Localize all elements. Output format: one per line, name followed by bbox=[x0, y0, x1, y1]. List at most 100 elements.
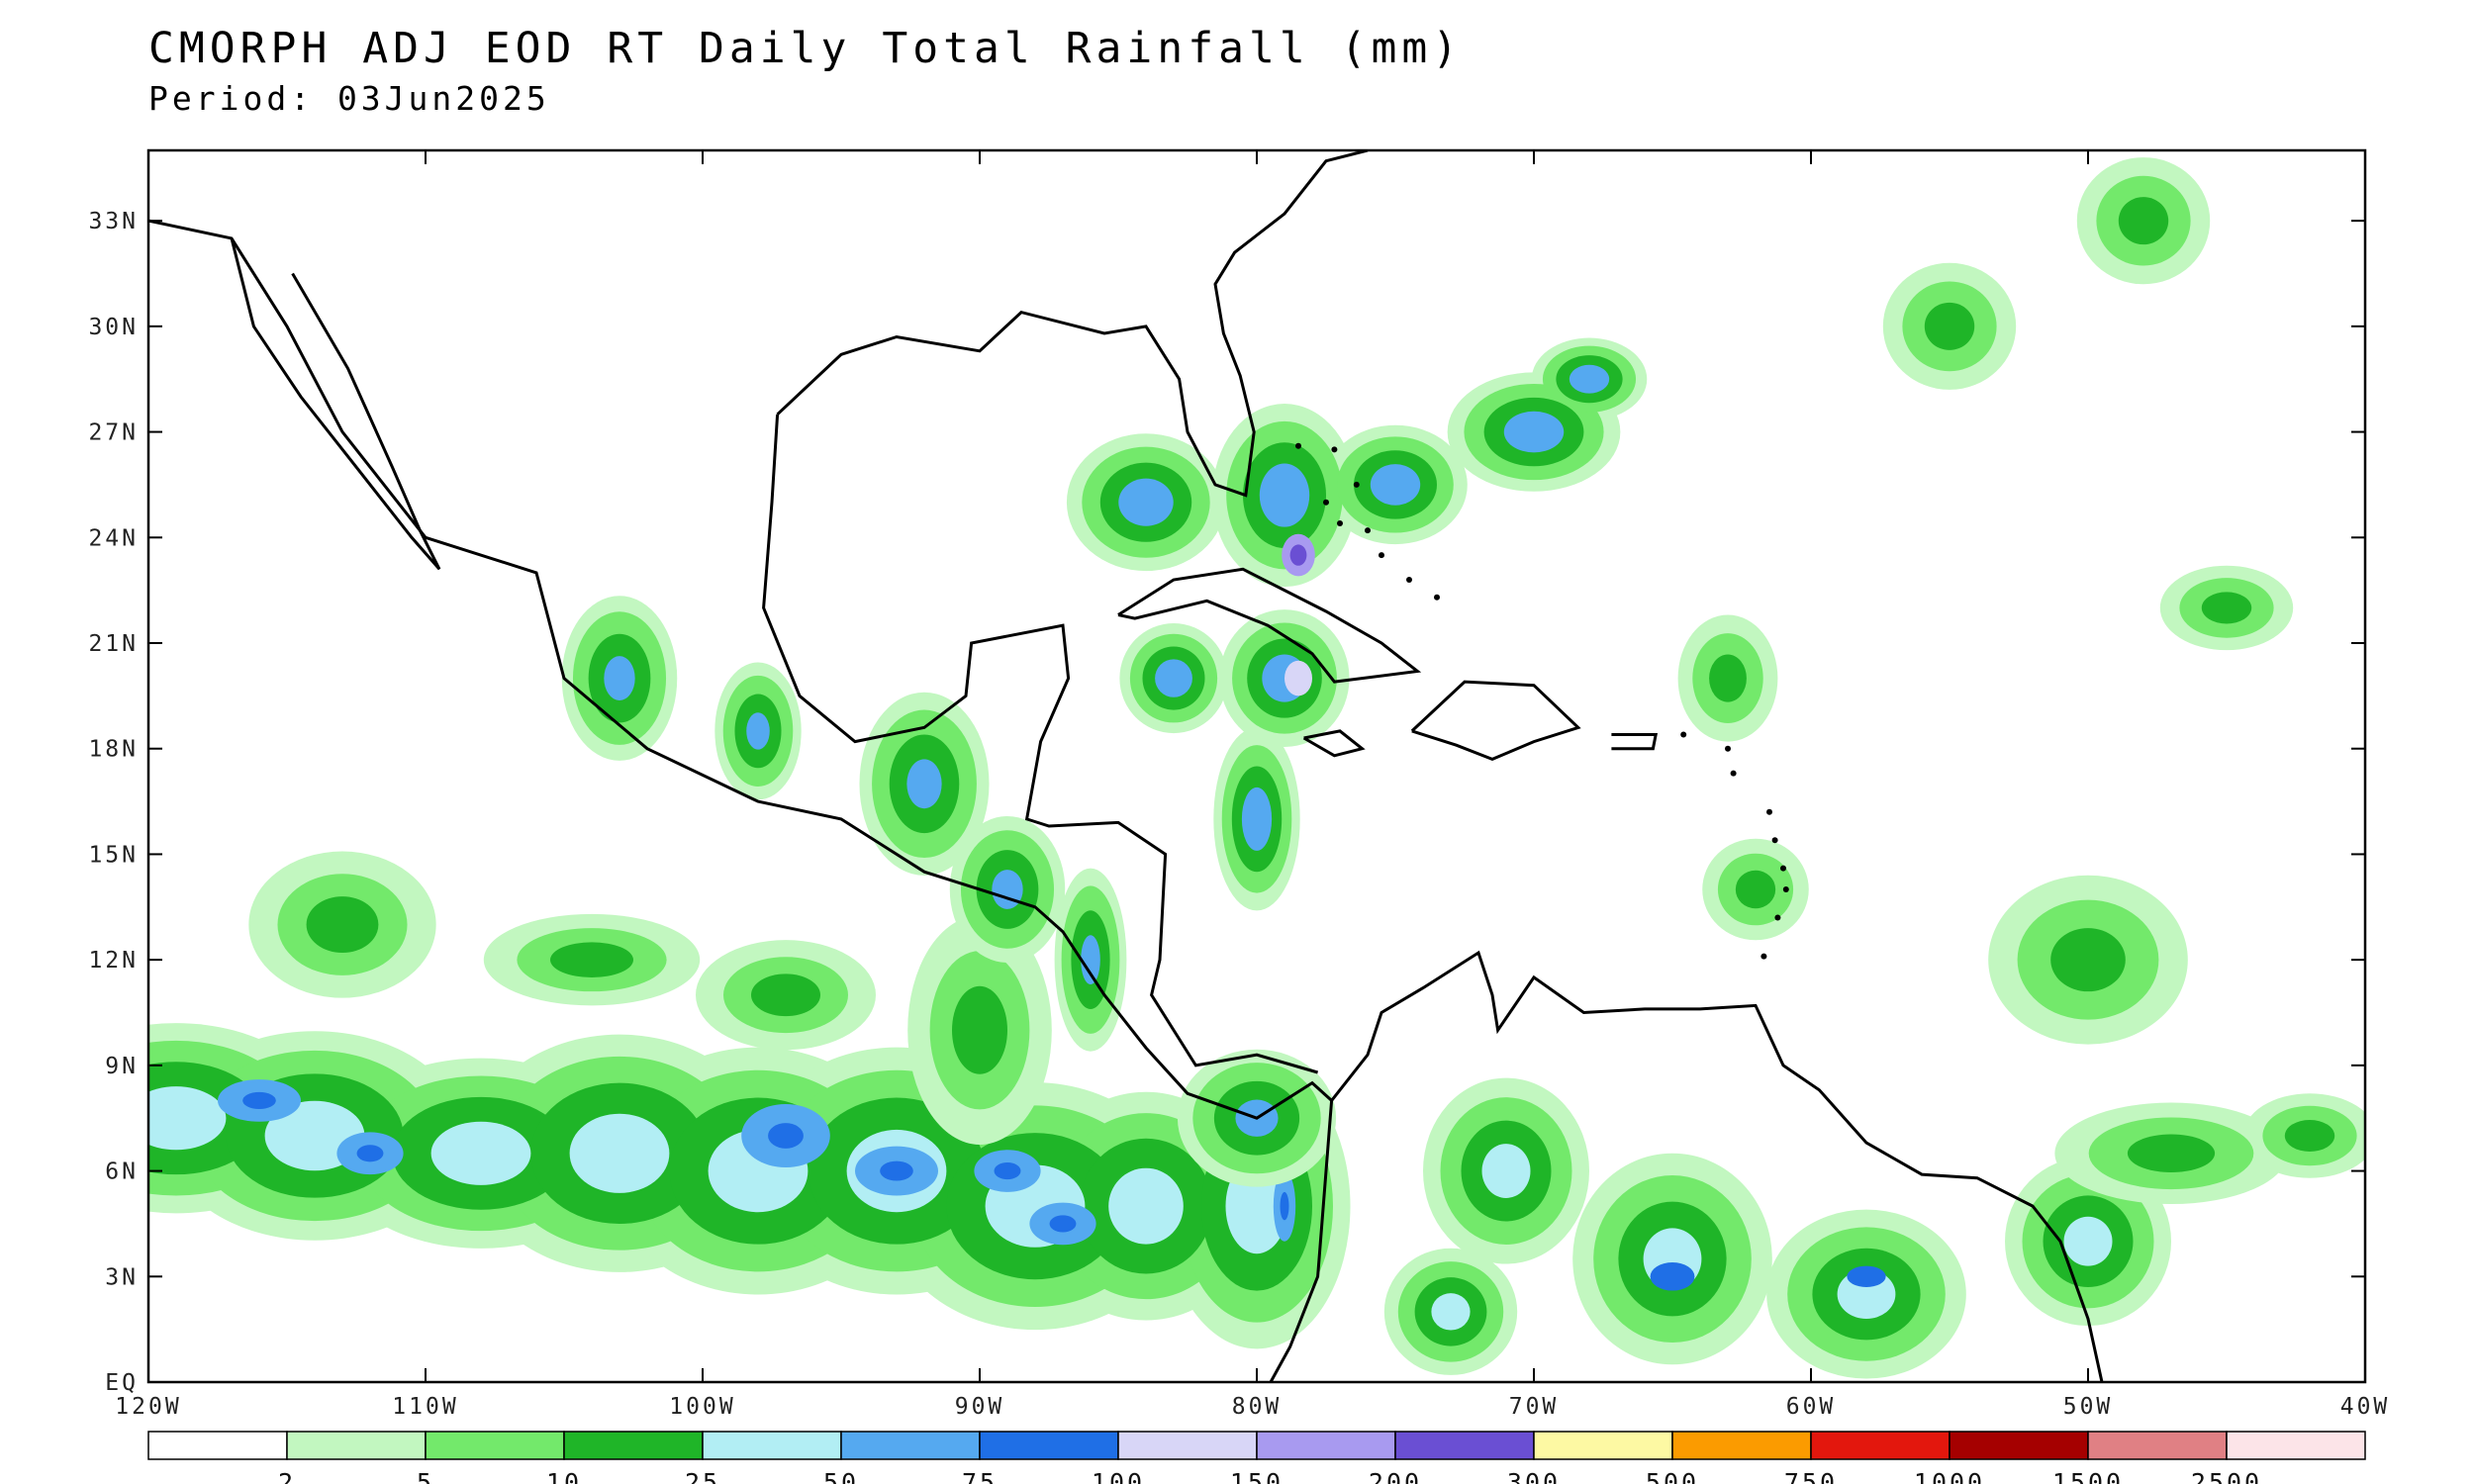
coastline bbox=[230, 237, 441, 571]
lon-tick-label: 60W bbox=[1786, 1394, 1837, 1420]
colorbar-label: 1500 bbox=[2052, 1468, 2124, 1484]
rain-cell bbox=[1569, 364, 1610, 394]
island bbox=[1434, 594, 1440, 601]
lat-tick-label: 12N bbox=[88, 948, 139, 974]
island bbox=[1331, 446, 1338, 453]
rain-cell bbox=[2063, 1216, 2113, 1266]
colorbar-label: 750 bbox=[1784, 1468, 1838, 1484]
lon-tick-label: 50W bbox=[2063, 1394, 2114, 1420]
rain-cell bbox=[2284, 1119, 2335, 1153]
colorbar-swatch bbox=[1810, 1431, 1951, 1460]
colorbar-label: 100 bbox=[1092, 1468, 1145, 1484]
colorbar-label: 5 bbox=[417, 1468, 434, 1484]
rain-cell bbox=[746, 712, 770, 750]
rain-cell bbox=[550, 942, 633, 977]
island bbox=[1680, 731, 1687, 738]
rain-cell bbox=[2050, 928, 2126, 992]
lat-tick-label: 27N bbox=[88, 420, 139, 446]
coastline bbox=[1117, 567, 1422, 684]
period-label: Period: 03Jun2025 bbox=[148, 79, 550, 118]
lat-tick-label: 33N bbox=[88, 209, 139, 234]
coastline bbox=[776, 150, 1369, 498]
lat-tick-label: 6N bbox=[105, 1159, 139, 1185]
island bbox=[1295, 442, 1301, 449]
island bbox=[1766, 808, 1772, 815]
rain-cell bbox=[1108, 1167, 1184, 1245]
colorbar: 2 5 10 25 50 75 100 150 200 300 500 750 1000 1500 2500 bbox=[147, 1431, 2366, 1484]
rainfall-field bbox=[148, 157, 2365, 1379]
rain-cell bbox=[1241, 787, 1273, 851]
island bbox=[1782, 886, 1789, 892]
colorbar-swatch bbox=[1117, 1431, 1258, 1460]
rain-cell bbox=[952, 985, 1007, 1074]
rain-cell bbox=[1924, 302, 1975, 350]
island bbox=[1365, 527, 1371, 534]
lat-tick-label: 21N bbox=[88, 631, 139, 657]
rain-cell bbox=[1650, 1262, 1695, 1291]
island bbox=[1337, 520, 1343, 527]
lon-tick-label: 90W bbox=[955, 1394, 1005, 1420]
island bbox=[1760, 953, 1767, 960]
rain-cell bbox=[306, 896, 379, 954]
rain-cell bbox=[1155, 659, 1192, 697]
colorbar-swatch bbox=[425, 1431, 565, 1460]
island bbox=[1353, 481, 1360, 488]
colorbar-label: 500 bbox=[1646, 1468, 1699, 1484]
rain-cell bbox=[906, 759, 942, 809]
colorbar-label: 200 bbox=[1369, 1468, 1422, 1484]
rain-cell bbox=[751, 974, 820, 1017]
lon-tick-label: 110W bbox=[392, 1394, 458, 1420]
rain-cell bbox=[356, 1145, 384, 1162]
lon-tick-label: 100W bbox=[669, 1394, 735, 1420]
colorbar-label: 1000 bbox=[1914, 1468, 1985, 1484]
coastline bbox=[1611, 733, 1659, 751]
rain-cell bbox=[1847, 1265, 1886, 1287]
rain-cell bbox=[1735, 870, 1776, 909]
colorbar-swatch bbox=[286, 1431, 427, 1460]
colorbar-swatch bbox=[979, 1431, 1119, 1460]
lat-tick-label: 9N bbox=[105, 1054, 139, 1079]
island bbox=[1771, 837, 1778, 844]
coastlines bbox=[148, 150, 2104, 1382]
rain-cell bbox=[604, 656, 635, 700]
lat-tick-label: 3N bbox=[105, 1264, 139, 1290]
island bbox=[1323, 499, 1329, 506]
island bbox=[1774, 914, 1781, 921]
island bbox=[1725, 745, 1731, 752]
rain-cell bbox=[2201, 592, 2252, 624]
colorbar-label: 300 bbox=[1507, 1468, 1561, 1484]
island bbox=[1406, 576, 1412, 583]
colorbar-swatch bbox=[1671, 1431, 1812, 1460]
colorbar-swatch bbox=[840, 1431, 981, 1460]
rain-cell bbox=[880, 1160, 913, 1181]
rain-cell bbox=[1081, 935, 1100, 985]
lon-tick-label: 70W bbox=[1509, 1394, 1560, 1420]
rain-cell bbox=[1289, 544, 1307, 566]
island bbox=[1780, 865, 1786, 872]
colorbar-swatch bbox=[702, 1431, 842, 1460]
colorbar-label: 10 bbox=[546, 1468, 582, 1484]
colorbar-swatch bbox=[2226, 1431, 2366, 1460]
rain-cell bbox=[994, 1162, 1021, 1180]
colorbar-label: 25 bbox=[685, 1468, 720, 1484]
colorbar-label: 2 bbox=[278, 1468, 296, 1484]
coastline bbox=[1302, 729, 1366, 758]
rain-cell bbox=[430, 1121, 531, 1185]
rain-cell bbox=[1370, 464, 1421, 506]
rain-cell bbox=[1431, 1293, 1471, 1331]
colorbar-swatch bbox=[2087, 1431, 2228, 1460]
coastline bbox=[1410, 680, 1581, 762]
lat-tick-label: 18N bbox=[88, 737, 139, 763]
lon-tick-label: 120W bbox=[115, 1394, 181, 1420]
lat-tick-label: EQ bbox=[105, 1370, 139, 1396]
map-title: CMORPH ADJ EOD RT Daily Total Rainfall (… bbox=[148, 24, 1464, 73]
colorbar-swatch bbox=[1256, 1431, 1396, 1460]
colorbar-label: 150 bbox=[1230, 1468, 1284, 1484]
colorbar-swatch bbox=[1533, 1431, 1673, 1460]
rain-cell bbox=[768, 1123, 804, 1149]
rain-cell bbox=[148, 1086, 227, 1151]
coastline bbox=[148, 219, 1334, 1382]
colorbar-swatch bbox=[1394, 1431, 1535, 1460]
colorbar-swatch bbox=[1949, 1431, 2089, 1460]
